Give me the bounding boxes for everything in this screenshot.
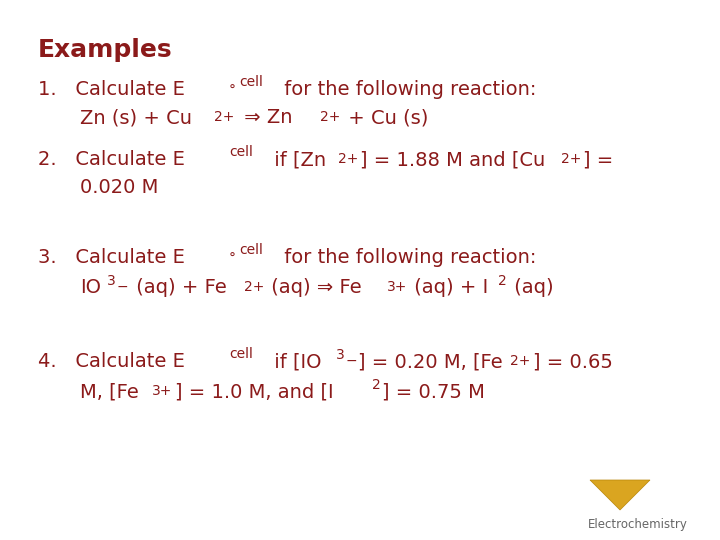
Text: 3: 3 — [336, 348, 345, 362]
Polygon shape — [590, 480, 650, 510]
Text: −: − — [346, 354, 358, 368]
Text: cell: cell — [239, 75, 263, 89]
Text: 3+: 3+ — [152, 384, 172, 398]
Text: −: − — [117, 280, 129, 294]
Text: Zn (s) + Cu: Zn (s) + Cu — [80, 108, 192, 127]
Text: 0.020 M: 0.020 M — [80, 178, 158, 197]
Text: ] = 1.88 M and [Cu: ] = 1.88 M and [Cu — [360, 150, 545, 169]
Text: 2+: 2+ — [320, 110, 341, 124]
Text: cell: cell — [239, 243, 263, 257]
Text: ] =: ] = — [583, 150, 613, 169]
Text: 2+: 2+ — [214, 110, 235, 124]
Text: 3+: 3+ — [387, 280, 408, 294]
Text: if [Zn: if [Zn — [268, 150, 326, 169]
Text: 2.   Calculate E: 2. Calculate E — [38, 150, 185, 169]
Text: (aq): (aq) — [508, 278, 554, 297]
Text: IO: IO — [80, 278, 101, 297]
Text: 2+: 2+ — [561, 152, 581, 166]
Text: cell: cell — [229, 145, 253, 159]
Text: M, [Fe: M, [Fe — [80, 382, 139, 401]
Text: °: ° — [229, 252, 236, 266]
Text: ] = 0.20 M, [Fe: ] = 0.20 M, [Fe — [358, 352, 503, 371]
Text: 2+: 2+ — [338, 152, 359, 166]
Text: Examples: Examples — [38, 38, 173, 62]
Text: for the following reaction:: for the following reaction: — [278, 248, 536, 267]
Text: 1.   Calculate E: 1. Calculate E — [38, 80, 185, 99]
Text: ] = 0.65: ] = 0.65 — [533, 352, 613, 371]
Text: Electrochemistry: Electrochemistry — [588, 518, 688, 531]
Text: ] = 1.0 M, and [I: ] = 1.0 M, and [I — [175, 382, 333, 401]
Text: 2: 2 — [498, 274, 507, 288]
Text: 2+: 2+ — [244, 280, 264, 294]
Text: 3: 3 — [107, 274, 116, 288]
Text: if [IO: if [IO — [268, 352, 322, 371]
Text: (aq) + I: (aq) + I — [408, 278, 488, 297]
Text: cell: cell — [229, 347, 253, 361]
Text: (aq) + Fe: (aq) + Fe — [130, 278, 227, 297]
Text: for the following reaction:: for the following reaction: — [278, 80, 536, 99]
Text: 3.   Calculate E: 3. Calculate E — [38, 248, 185, 267]
Text: 2: 2 — [372, 378, 381, 392]
Text: ] = 0.75 M: ] = 0.75 M — [382, 382, 485, 401]
Text: 2+: 2+ — [510, 354, 531, 368]
Text: (aq) ⇒ Fe: (aq) ⇒ Fe — [265, 278, 361, 297]
Text: °: ° — [229, 84, 236, 98]
Text: 4.   Calculate E: 4. Calculate E — [38, 352, 185, 371]
Text: ⇒ Zn: ⇒ Zn — [238, 108, 292, 127]
Text: + Cu (s): + Cu (s) — [342, 108, 428, 127]
